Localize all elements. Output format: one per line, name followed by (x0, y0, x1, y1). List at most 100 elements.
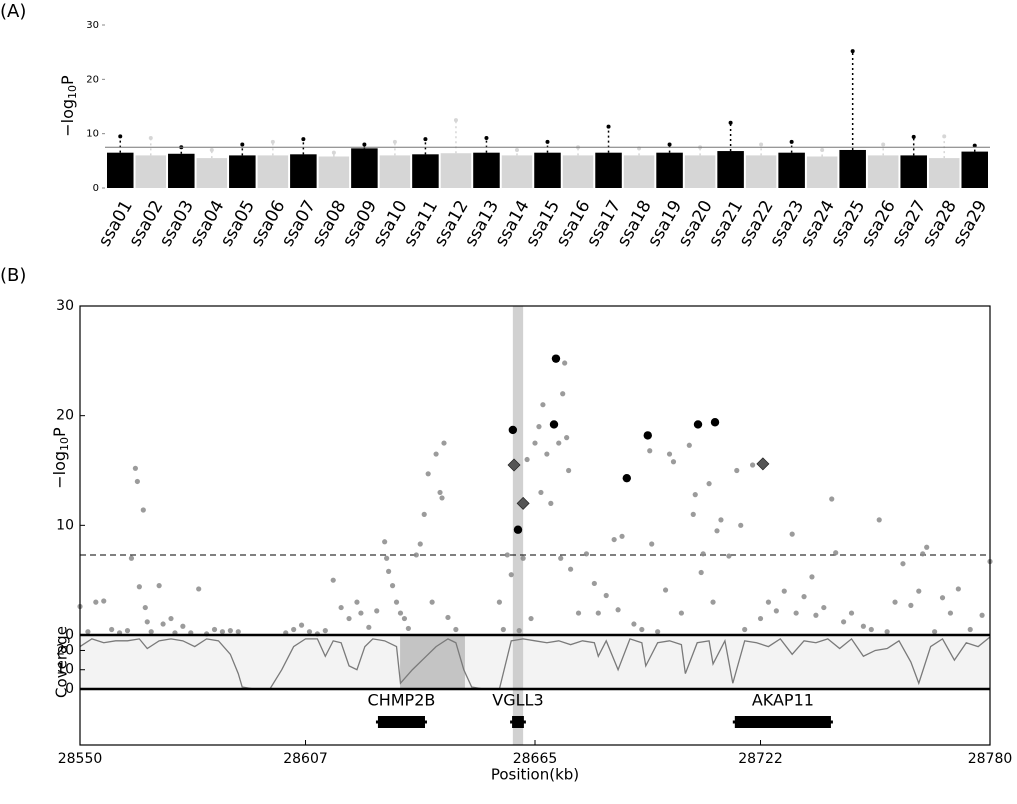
snp-point (142, 604, 148, 611)
snp-point (134, 478, 140, 485)
y-label-part: −log (58, 99, 77, 137)
snp-point (140, 507, 146, 513)
snp-point (757, 615, 764, 622)
snp-point (603, 592, 609, 599)
snp-point (227, 628, 233, 634)
snp-point (591, 580, 597, 587)
peak-point (209, 147, 214, 152)
snp-point (536, 424, 542, 430)
snp-point (180, 623, 186, 629)
snp-point (693, 420, 703, 429)
snp-point (773, 608, 779, 614)
snp-point (678, 610, 684, 616)
snp-point (649, 541, 655, 547)
peak-point (148, 136, 153, 141)
snp-point (765, 599, 772, 605)
snp-point (924, 544, 930, 550)
snp-point (639, 626, 645, 633)
peak-point (942, 134, 947, 139)
snp-point (500, 626, 506, 633)
y-tick-label: 30 (86, 20, 99, 31)
snp-point (532, 440, 538, 446)
chromosome-bulk (168, 153, 195, 188)
snp-point (670, 459, 677, 465)
peak-point (301, 137, 306, 142)
snp-point (710, 418, 720, 427)
snp-point (793, 610, 799, 616)
snp-point (868, 626, 874, 633)
chromosome-bulk (562, 155, 594, 188)
snp-point (346, 615, 352, 622)
snp-point (619, 533, 625, 539)
y-label-part: P (58, 75, 77, 85)
snp-point (710, 599, 716, 605)
snp-point (566, 467, 572, 474)
snp-point (291, 626, 297, 633)
gene-body (734, 716, 831, 728)
snp-point (848, 610, 855, 616)
chromosome-bulk (839, 149, 866, 188)
snp-point (908, 602, 914, 608)
chromosome-bulk (135, 155, 167, 188)
plot-frame (79, 305, 991, 746)
y-tick-label: 30 (56, 298, 74, 314)
snp-point (833, 550, 839, 556)
snp-point (643, 431, 652, 440)
snp-point (686, 442, 692, 448)
coverage-tick-label: 10 (56, 662, 74, 678)
gene-body (377, 716, 425, 728)
peak-point (728, 120, 733, 125)
snp-point (358, 610, 364, 616)
snp-point (666, 451, 673, 457)
snp-point (813, 612, 819, 618)
snp-point (366, 624, 372, 630)
y-label-subscript: 10 (58, 437, 71, 451)
snp-point (401, 615, 408, 622)
peak-point (911, 134, 916, 139)
coverage-tick-label: 0 (65, 681, 74, 697)
snp-point (801, 594, 807, 600)
snp-point (219, 629, 226, 635)
snp-point (622, 473, 631, 483)
peak-point (789, 139, 794, 144)
snp-point (564, 435, 570, 441)
snp-point (354, 599, 360, 605)
snp-point (306, 629, 313, 635)
snp-point (706, 481, 712, 487)
snp-point (979, 612, 985, 618)
x-tick-label: 28607 (283, 751, 328, 767)
snp-point (809, 574, 815, 580)
x-tick-label: 28722 (738, 751, 783, 767)
chromosome-bulk (196, 158, 228, 188)
snp-point (439, 495, 445, 501)
snp-point (441, 440, 447, 446)
snp-point (520, 555, 526, 561)
y-label-part: −log (50, 451, 69, 489)
peak-point (118, 134, 123, 139)
snp-point (504, 552, 510, 558)
chromosome-bulk (806, 156, 838, 188)
snp-point (168, 615, 174, 622)
snp-point (662, 587, 669, 593)
peak-point (484, 136, 489, 141)
snp-point (738, 522, 744, 528)
chromosome-bulk (440, 153, 472, 188)
snp-point (393, 599, 400, 605)
coverage-shaded-region (400, 636, 465, 689)
snp-point (338, 604, 344, 611)
y-tick-label: 10 (86, 129, 99, 140)
snp-point (892, 599, 898, 605)
snp-point (556, 440, 562, 446)
snp-point (631, 621, 637, 627)
peak-point (972, 143, 977, 148)
snp-point (734, 467, 740, 474)
snp-point (330, 577, 336, 583)
snp-point (841, 619, 847, 625)
chromosome-bulk (900, 155, 927, 188)
snp-point (947, 610, 954, 616)
snp-point (211, 626, 218, 633)
snp-point (611, 536, 617, 543)
snp-point (932, 629, 938, 635)
peak-point (881, 142, 886, 147)
peak-point (240, 142, 245, 147)
